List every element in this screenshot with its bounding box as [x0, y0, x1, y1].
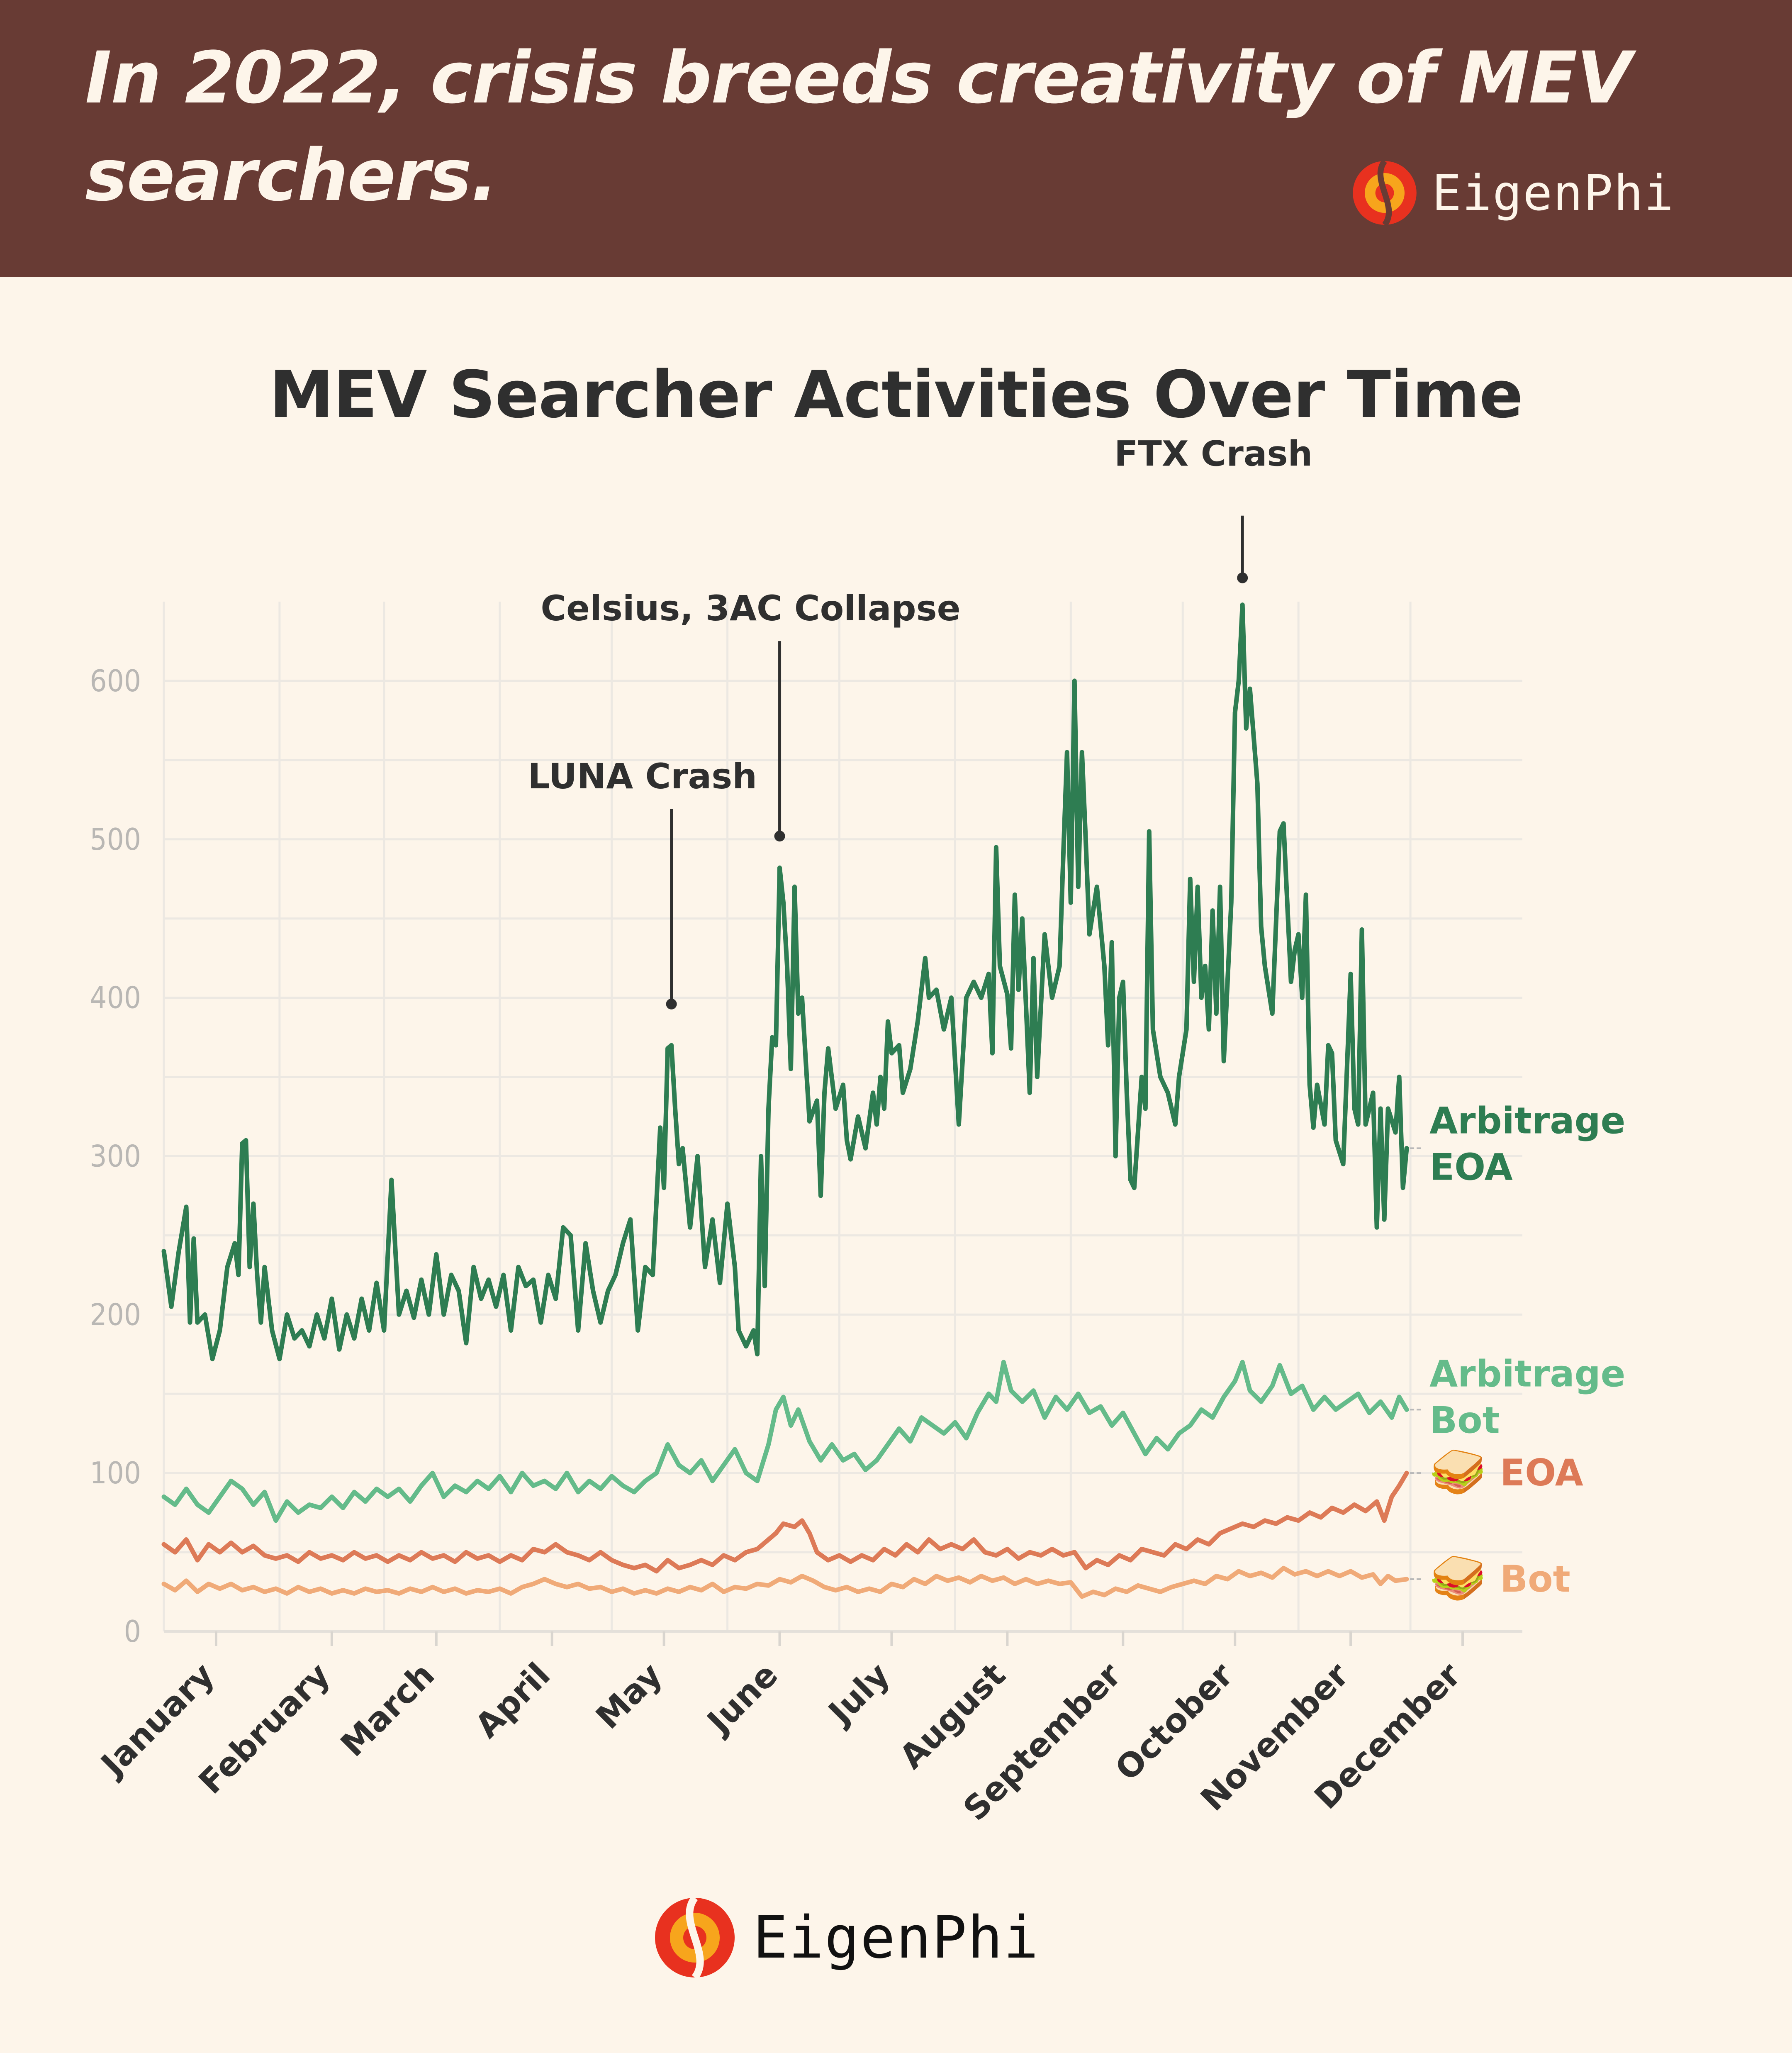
footer-brand-name: EigenPhi	[753, 1904, 1040, 1972]
x-tick-label: July	[820, 1656, 897, 1733]
series-label: Arbitrage	[1429, 1352, 1625, 1395]
y-tick-label: 300	[90, 1139, 141, 1173]
annotation-label: Celsius, 3AC Collapse	[541, 588, 960, 629]
eigenphi-logo-icon	[655, 1896, 735, 1979]
y-tick-label: 100	[90, 1456, 141, 1490]
annotation-label: LUNA Crash	[528, 756, 757, 797]
series-label: EOA	[1429, 1146, 1513, 1188]
x-tick-label: August	[892, 1656, 1013, 1776]
x-tick-label: April	[467, 1656, 558, 1746]
series-line-sandwich-eoa	[161, 1470, 1409, 1574]
series-label: Bot	[1500, 1558, 1570, 1600]
series-label: EOA	[1500, 1451, 1583, 1494]
header-brand: EigenPhi	[1351, 160, 1674, 226]
series-label: Bot	[1429, 1399, 1500, 1441]
series-line-sandwich-bot	[161, 1565, 1409, 1599]
x-tick-label: May	[589, 1656, 670, 1736]
annotation-dot	[1237, 572, 1248, 583]
x-tick-label: March	[333, 1656, 442, 1764]
header-brand-name: EigenPhi	[1432, 164, 1675, 222]
annotation-label: FTX Crash	[1114, 434, 1312, 474]
header-banner: In 2022, crisis breeds creativity of MEV…	[0, 0, 1792, 277]
sandwich-icon: 🥪	[1429, 1445, 1486, 1498]
annotation-dot	[666, 998, 677, 1009]
series-line-arbitrage-bot	[161, 1360, 1409, 1523]
sandwich-icon: 🥪	[1429, 1551, 1486, 1604]
y-tick-label: 600	[90, 663, 141, 698]
y-axis: 0 100 200 300 400 500 600	[90, 663, 141, 1649]
annotations: LUNA Crash Celsius, 3AC Collapse FTX Crash	[528, 434, 1312, 1009]
x-tick-label: June	[699, 1656, 785, 1742]
y-tick-label: 0	[124, 1614, 141, 1649]
series-line-arbitrage-eoa	[161, 602, 1409, 1361]
headline: In 2022, crisis breeds creativity of MEV…	[85, 36, 1632, 217]
y-tick-label: 200	[90, 1297, 141, 1332]
series-lines	[161, 602, 1409, 1599]
footer-brand: EigenPhi	[653, 1896, 1039, 1979]
annotation-dot	[774, 831, 785, 842]
y-tick-label: 500	[90, 822, 141, 857]
series-label: Arbitrage	[1429, 1099, 1625, 1142]
y-tick-label: 400	[90, 980, 141, 1015]
chart-title: MEV Searcher Activities Over Time	[269, 357, 1523, 432]
eigenphi-logo-icon	[1353, 160, 1417, 226]
